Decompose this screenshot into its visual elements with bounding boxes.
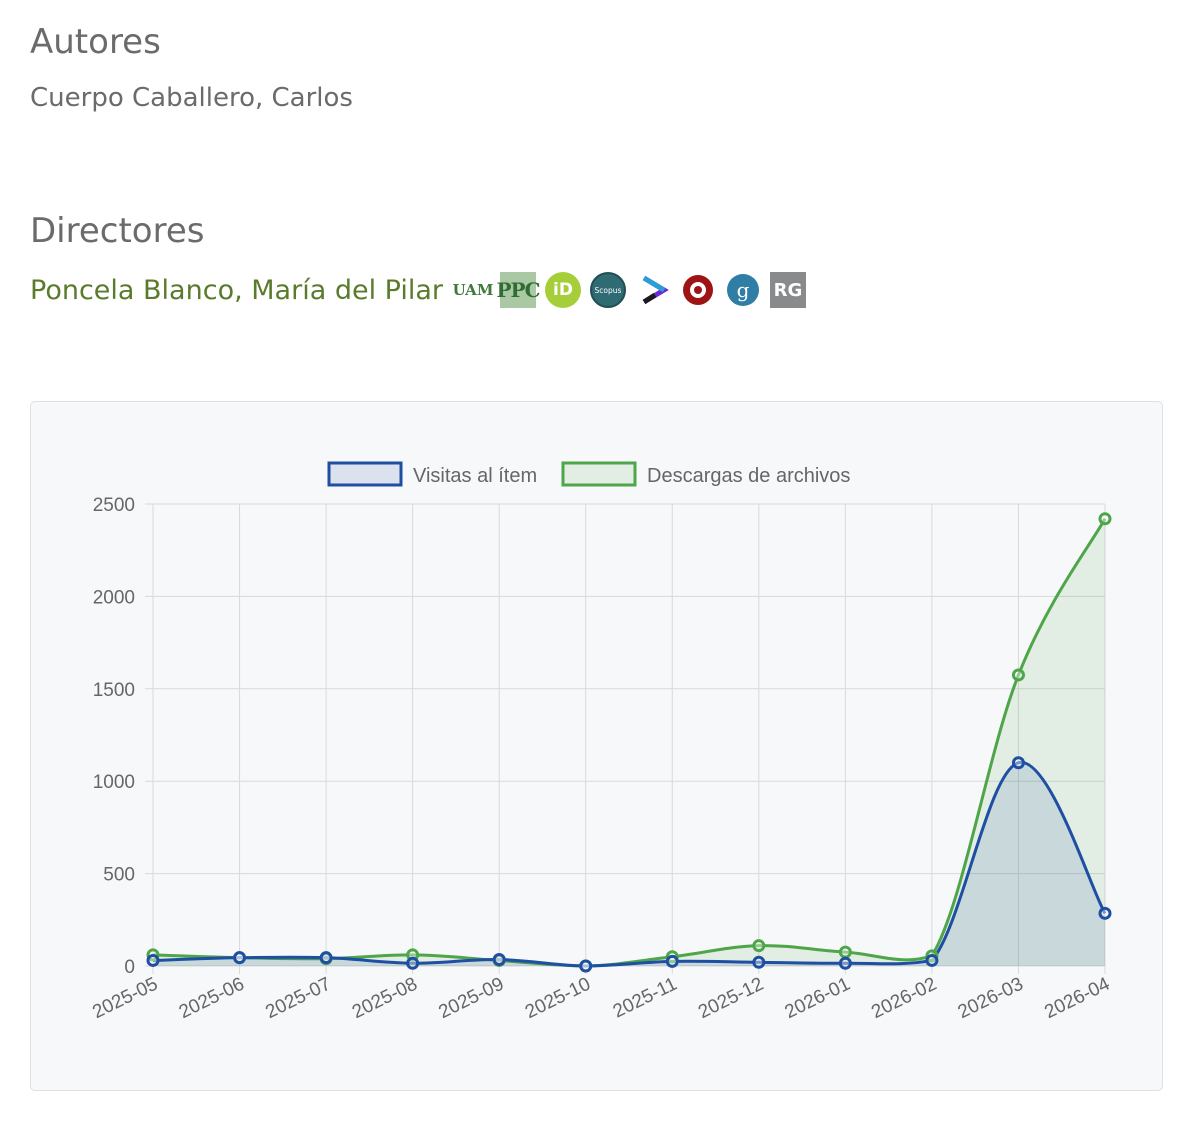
data-point[interactable] — [665, 954, 679, 968]
google-scholar-icon[interactable]: g — [725, 272, 761, 308]
authors-heading: Autores — [30, 22, 161, 62]
scopus-icon[interactable]: Scopus — [590, 272, 626, 308]
y-tick-label: 1500 — [93, 680, 135, 701]
x-tick-label: 2025-07 — [262, 974, 334, 1023]
legend-swatch[interactable] — [561, 461, 637, 487]
author-name: Cuerpo Caballero, Carlos — [30, 83, 353, 113]
svg-text:g: g — [737, 278, 750, 302]
y-tick-label: 2500 — [93, 495, 135, 516]
orcid-icon[interactable]: iD — [545, 272, 581, 308]
x-tick-label: 2026-03 — [955, 974, 1027, 1023]
y-tick-label: 500 — [103, 865, 135, 886]
researchgate-icon[interactable]: RG — [770, 272, 806, 308]
data-point[interactable] — [1011, 668, 1025, 682]
x-tick-label: 2025-12 — [695, 974, 767, 1023]
data-point[interactable] — [752, 955, 766, 969]
data-point[interactable] — [233, 951, 247, 965]
director-row: Poncela Blanco, María del Pilar UAM PPC … — [30, 268, 815, 312]
ppc-icon[interactable]: PPC — [497, 272, 541, 308]
x-tick-label: 2025-05 — [89, 974, 161, 1023]
data-point[interactable] — [1098, 512, 1112, 526]
data-point[interactable] — [752, 939, 766, 953]
data-point[interactable] — [1011, 756, 1025, 770]
y-tick-label: 0 — [124, 957, 135, 978]
data-point[interactable] — [146, 953, 160, 967]
legend-label[interactable]: Descargas de archivos — [647, 465, 850, 487]
data-point[interactable] — [319, 951, 333, 965]
x-tick-label: 2025-08 — [349, 974, 421, 1023]
uam-icon[interactable]: UAM — [452, 281, 494, 299]
statistics-chart-card: 0 500 1000 1500 2000 2500 2025-05 2025-06 2025-0… — [30, 401, 1163, 1091]
statistics-chart: 0 500 1000 1500 2000 2500 2025-05 2025-06 2025-0… — [89, 461, 1114, 1023]
legend-swatch[interactable] — [327, 461, 403, 487]
series-area-0 — [153, 762, 1105, 966]
x-tick-label: 2025-06 — [176, 974, 248, 1023]
x-tick-label: 2026-02 — [868, 974, 940, 1023]
data-point[interactable] — [1098, 906, 1112, 920]
data-point[interactable] — [579, 959, 593, 973]
x-tick-label: 2025-09 — [435, 974, 507, 1023]
x-tick-label: 2025-10 — [522, 974, 594, 1023]
directors-heading: Directores — [30, 211, 205, 251]
data-point[interactable] — [838, 945, 852, 959]
data-point[interactable] — [925, 953, 939, 967]
x-tick-label: 2026-04 — [1041, 973, 1113, 1023]
x-tick-label: 2025-11 — [610, 974, 681, 1023]
y-tick-label: 1000 — [93, 772, 135, 793]
dialnet-icon[interactable] — [635, 272, 671, 308]
data-point[interactable] — [492, 953, 506, 967]
wos-icon[interactable] — [680, 272, 716, 308]
data-point[interactable] — [838, 956, 852, 970]
legend-label[interactable]: Visitas al ítem — [413, 465, 537, 487]
director-name-link[interactable]: Poncela Blanco, María del Pilar — [30, 274, 443, 306]
data-point[interactable] — [406, 956, 420, 970]
series-area-1 — [153, 518, 1105, 966]
y-tick-label: 2000 — [93, 587, 135, 608]
x-tick-label: 2026-01 — [782, 974, 854, 1023]
